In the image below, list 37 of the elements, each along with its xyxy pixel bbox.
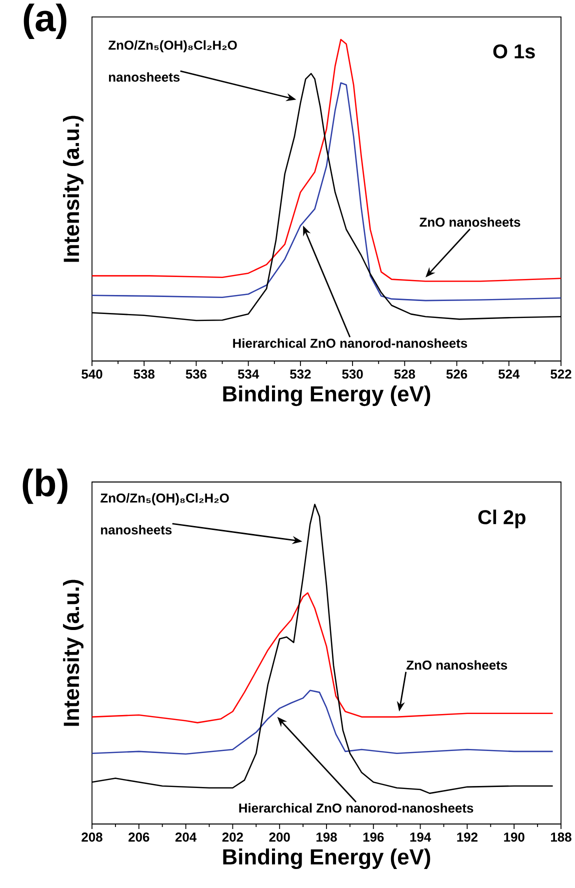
x-tick-label: 192 xyxy=(457,832,478,842)
y-axis-title: Intensity (a.u.) xyxy=(63,580,84,726)
x-tick-label: 536 xyxy=(186,370,207,379)
annotation: nanosheets xyxy=(108,72,180,82)
x-tick-label: 198 xyxy=(316,832,337,842)
x-tick-label: 200 xyxy=(269,832,290,842)
x-tick-label: 528 xyxy=(394,370,416,379)
x-tick-label: 532 xyxy=(290,370,311,379)
x-tick-label: 534 xyxy=(238,370,260,379)
x-tick-label: 190 xyxy=(504,832,524,842)
x-tick-label: 194 xyxy=(410,832,432,842)
annotation: ZnO/Zn₅(OH)₈Cl₂H₂O xyxy=(100,493,229,506)
x-tick-label: 526 xyxy=(446,370,468,379)
x-tick-label: 208 xyxy=(82,832,102,842)
annotation: O 1s xyxy=(493,44,535,58)
annotation: Hierarchical ZnO nanorod-nanosheets xyxy=(233,338,468,348)
x-tick-label: 202 xyxy=(222,832,243,842)
annotation: ZnO nanosheets xyxy=(406,660,508,670)
annotation: ZnO/Zn₅(OH)₈Cl₂H₂O xyxy=(108,40,237,52)
annotation: Cl 2p xyxy=(478,510,526,528)
chart-title: (b) xyxy=(22,468,68,504)
x-tick-label: 522 xyxy=(550,370,572,379)
x-axis-title: Binding Energy (eV) xyxy=(223,386,430,406)
x-tick-label: 540 xyxy=(82,370,102,379)
x-tick-label: 204 xyxy=(175,832,197,842)
x-tick-label: 530 xyxy=(342,370,363,379)
annotation: Hierarchical ZnO nanorod-nanosheets xyxy=(239,803,474,813)
x-tick-label: 188 xyxy=(551,832,572,842)
x-tick-label: 206 xyxy=(128,832,150,842)
annotation: ZnO nanosheets xyxy=(420,217,520,227)
x-tick-label: 538 xyxy=(134,370,155,379)
x-tick-label: 196 xyxy=(363,832,384,842)
annotation: nanosheets xyxy=(101,524,172,534)
chart-title: (a) xyxy=(24,4,66,39)
x-axis-title: Binding Energy (eV) xyxy=(223,848,430,870)
y-axis-title: Intensity (a.u.) xyxy=(63,116,84,262)
x-tick-label: 524 xyxy=(498,370,520,379)
